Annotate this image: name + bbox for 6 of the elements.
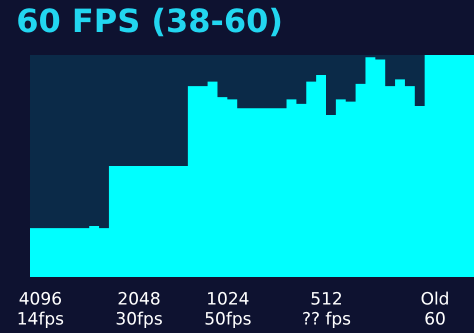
x-tick-label: 2048 30fps — [115, 290, 163, 330]
x-tick-label: 4096 14fps — [16, 290, 64, 330]
chart-title: 60 FPS (38-60) — [16, 2, 283, 40]
x-tick-label: 1024 50fps — [204, 290, 252, 330]
x-tick-label: Old 60 — [420, 290, 450, 330]
x-tick-label: 512 ?? fps — [302, 290, 352, 330]
